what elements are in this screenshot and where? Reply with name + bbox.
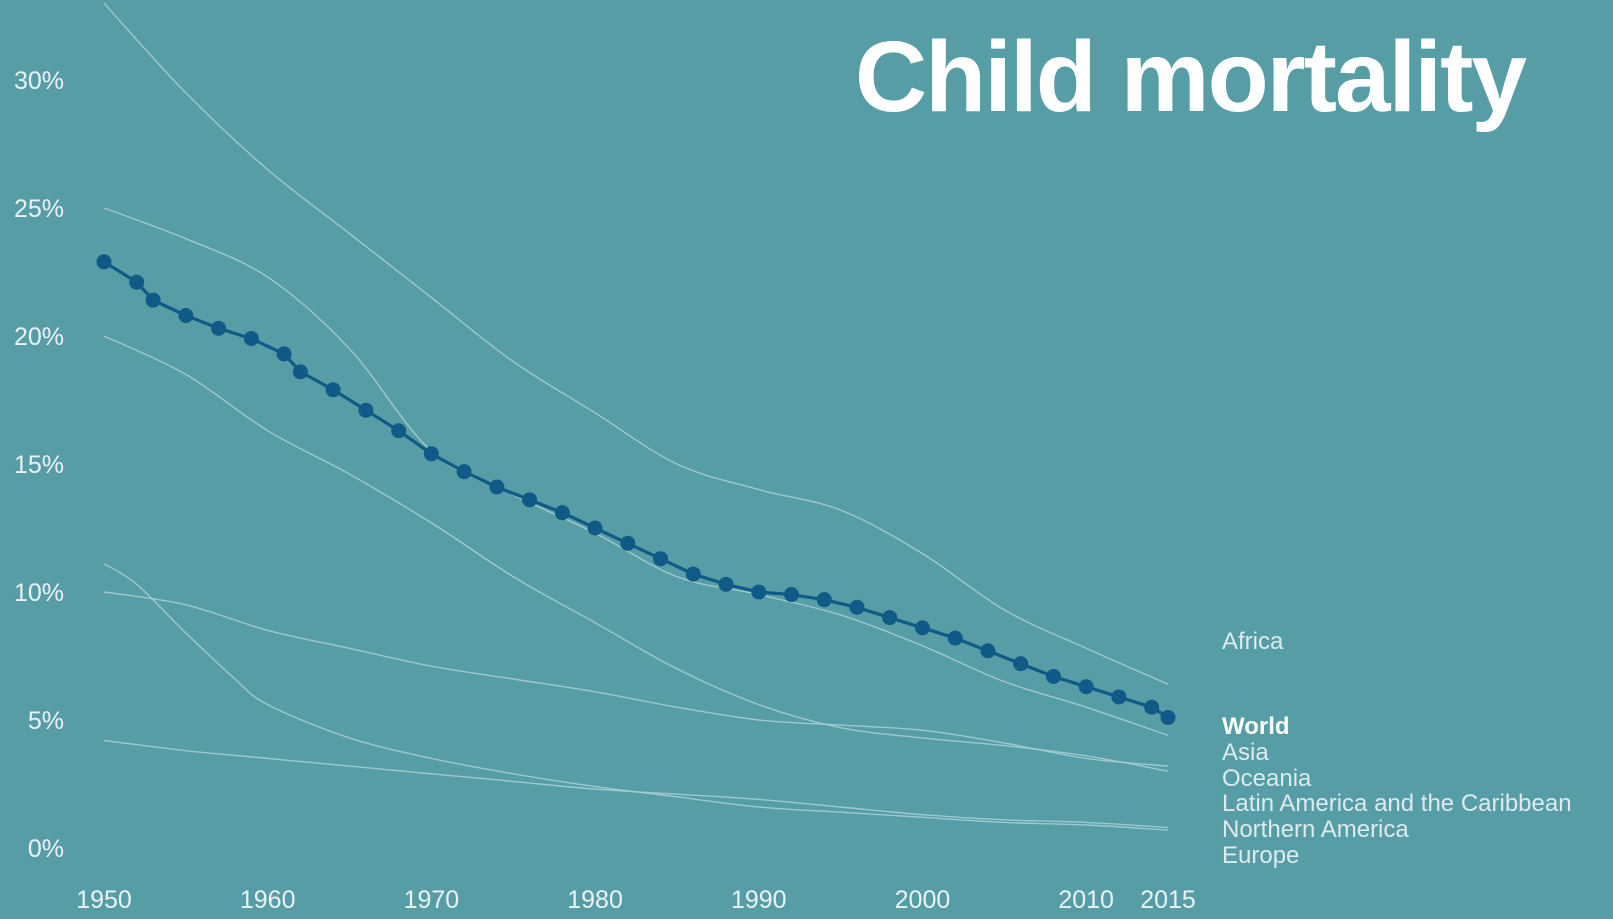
world-data-point <box>178 308 194 324</box>
world-data-point <box>1111 689 1127 705</box>
series-label: World <box>1222 713 1290 740</box>
world-data-point <box>1078 679 1094 695</box>
world-data-point <box>325 382 341 398</box>
y-tick-label: 30% <box>14 67 64 95</box>
world-data-point <box>292 364 308 380</box>
x-tick-label: 1990 <box>731 886 787 914</box>
y-tick-label: 5% <box>28 707 64 735</box>
world-data-point <box>1160 709 1176 725</box>
series-line-europe <box>103 563 1169 831</box>
series-label: Latin America and the Caribbean <box>1222 790 1572 817</box>
series-label: Oceania <box>1222 765 1312 792</box>
world-data-point <box>489 479 505 495</box>
y-tick-label: 20% <box>14 323 64 351</box>
world-data-point <box>653 551 669 567</box>
x-tick-label: 2000 <box>895 886 951 914</box>
world-data-point <box>784 587 800 603</box>
chart-title: Child mortality <box>854 21 1527 133</box>
world-data-point <box>947 630 963 646</box>
x-tick-label: 2015 <box>1140 886 1196 914</box>
x-tick-label: 1950 <box>76 886 132 914</box>
world-data-point <box>1013 656 1029 672</box>
world-data-point <box>914 620 930 636</box>
series-line-latin-america-and-the-caribbean <box>103 335 1169 772</box>
world-data-point <box>685 566 701 582</box>
series-label: Asia <box>1222 739 1269 766</box>
world-data-point <box>358 402 374 418</box>
world-data-point <box>718 576 734 592</box>
world-data-point <box>522 492 538 508</box>
world-data-point <box>129 274 145 290</box>
world-data-point <box>276 346 292 362</box>
x-tick-label: 2010 <box>1058 886 1114 914</box>
x-tick-label: 1980 <box>567 886 623 914</box>
world-data-point <box>211 320 227 336</box>
world-data-point <box>1144 699 1160 715</box>
world-data-point <box>816 592 832 608</box>
y-tick-label: 10% <box>14 579 64 607</box>
series-label: Africa <box>1222 628 1284 655</box>
series-line-northern-america <box>103 739 1169 829</box>
series-line-africa <box>103 2 1169 685</box>
world-data-point <box>423 446 439 462</box>
world-data-point <box>1045 668 1061 684</box>
world-data-point <box>145 292 161 308</box>
world-data-point <box>391 423 407 439</box>
x-tick-label: 1960 <box>240 886 296 914</box>
x-tick-label: 1970 <box>404 886 460 914</box>
world-data-point <box>456 464 472 480</box>
y-tick-label: 15% <box>14 451 64 479</box>
series-label: Europe <box>1222 842 1299 869</box>
world-data-point <box>882 610 898 626</box>
world-data-point <box>554 505 570 521</box>
world-data-point <box>620 535 636 551</box>
world-data-point <box>243 331 259 347</box>
world-data-point <box>980 643 996 659</box>
series-line-oceania <box>103 591 1169 767</box>
y-tick-label: 25% <box>14 195 64 223</box>
series-label: Northern America <box>1222 816 1409 843</box>
world-data-point <box>587 520 603 536</box>
series-line-world <box>103 260 1169 719</box>
series-line-asia <box>103 207 1169 737</box>
y-tick-label: 0% <box>28 835 64 863</box>
world-data-point <box>96 254 112 270</box>
world-data-point <box>751 584 767 600</box>
world-data-point <box>849 599 865 615</box>
